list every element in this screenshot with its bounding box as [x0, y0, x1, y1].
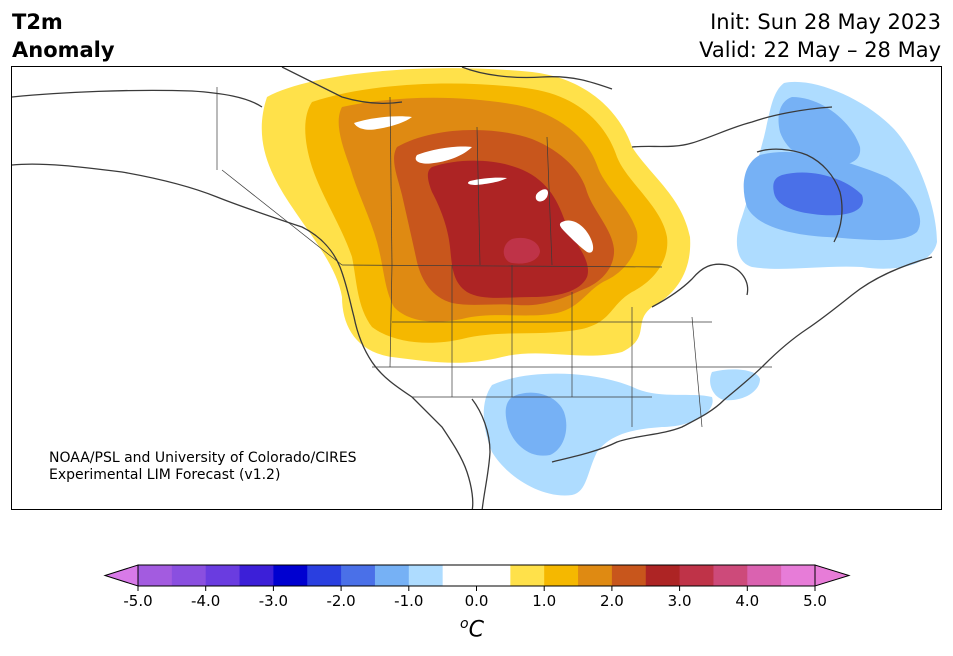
colorbar-tick-label: 5.0 [803, 592, 827, 610]
title-quantity: Anomaly [12, 38, 115, 62]
colorbar-bin [645, 565, 681, 586]
colorbar-bin [408, 565, 444, 586]
colorbar-bin [205, 565, 241, 586]
colorbar-bin [747, 565, 782, 586]
credit-line-1: NOAA/PSL and University of Colorado/CIRE… [49, 450, 357, 466]
colorbar-bin [781, 565, 816, 586]
colorbar-bin [679, 565, 714, 586]
colorbar-bin [239, 565, 274, 586]
colorbar-bins [138, 565, 816, 586]
cold-anomaly-south [483, 369, 760, 496]
colorbar-tick-label: -4.0 [191, 592, 220, 610]
unit-celsius: C [468, 617, 484, 643]
unit-degree: o [460, 616, 469, 632]
colorbar-bin [510, 565, 545, 586]
colorbar-bin [578, 565, 613, 586]
colorbar-tick-label: -5.0 [123, 592, 152, 610]
cold-anomaly-northeast [736, 81, 937, 269]
colorbar-bin [374, 565, 410, 586]
colorbar-tick-label: 2.0 [600, 592, 624, 610]
init-date: Init: Sun 28 May 2023 [710, 10, 941, 34]
colorbar-bin [442, 565, 511, 586]
lakes [354, 116, 594, 253]
colorbar-bin [273, 565, 308, 586]
coastlines [12, 67, 933, 509]
colorbar-bin [713, 565, 748, 586]
colorbar-bin [138, 565, 173, 586]
colorbar-tick-label: -2.0 [326, 592, 355, 610]
colorbar-bin [544, 565, 579, 586]
anomaly-map [12, 67, 937, 509]
colorbar-under-arrow [103, 564, 139, 587]
credit-text: NOAA/PSL and University of Colorado/CIRE… [49, 450, 357, 484]
colorbar-bin [341, 565, 376, 586]
colorbar-bin [611, 565, 647, 586]
map-panel: NOAA/PSL and University of Colorado/CIRE… [11, 66, 942, 510]
colorbar-tick-label: 0.0 [465, 592, 489, 610]
colorbar-bin [171, 565, 207, 586]
colorbar-over-arrow [814, 564, 851, 587]
forecast-dates: Init: Sun 28 May 2023 Valid: 22 May – 28… [699, 8, 941, 64]
colorbar-tick-label: 4.0 [735, 592, 759, 610]
colorbar-unit: oC [460, 616, 484, 642]
colorbar-tick-label: 3.0 [668, 592, 692, 610]
map-title: T2m Anomaly [12, 8, 115, 64]
colorbar-tick-label: -3.0 [259, 592, 288, 610]
colorbar-bin [307, 565, 342, 586]
title-variable: T2m [12, 10, 63, 34]
valid-range: Valid: 22 May – 28 May [699, 38, 941, 62]
credit-line-2: Experimental LIM Forecast (v1.2) [49, 467, 281, 483]
colorbar-tick-label: 1.0 [532, 592, 556, 610]
borders [216, 87, 772, 428]
warm-anomaly [261, 68, 691, 363]
colorbar-ticks: -5.0 -4.0 -3.0 -2.0 -1.0 0.0 1.0 2.0 3.0 4.0 5.0 [123, 586, 827, 610]
colorbar-tick-label: -1.0 [394, 592, 423, 610]
